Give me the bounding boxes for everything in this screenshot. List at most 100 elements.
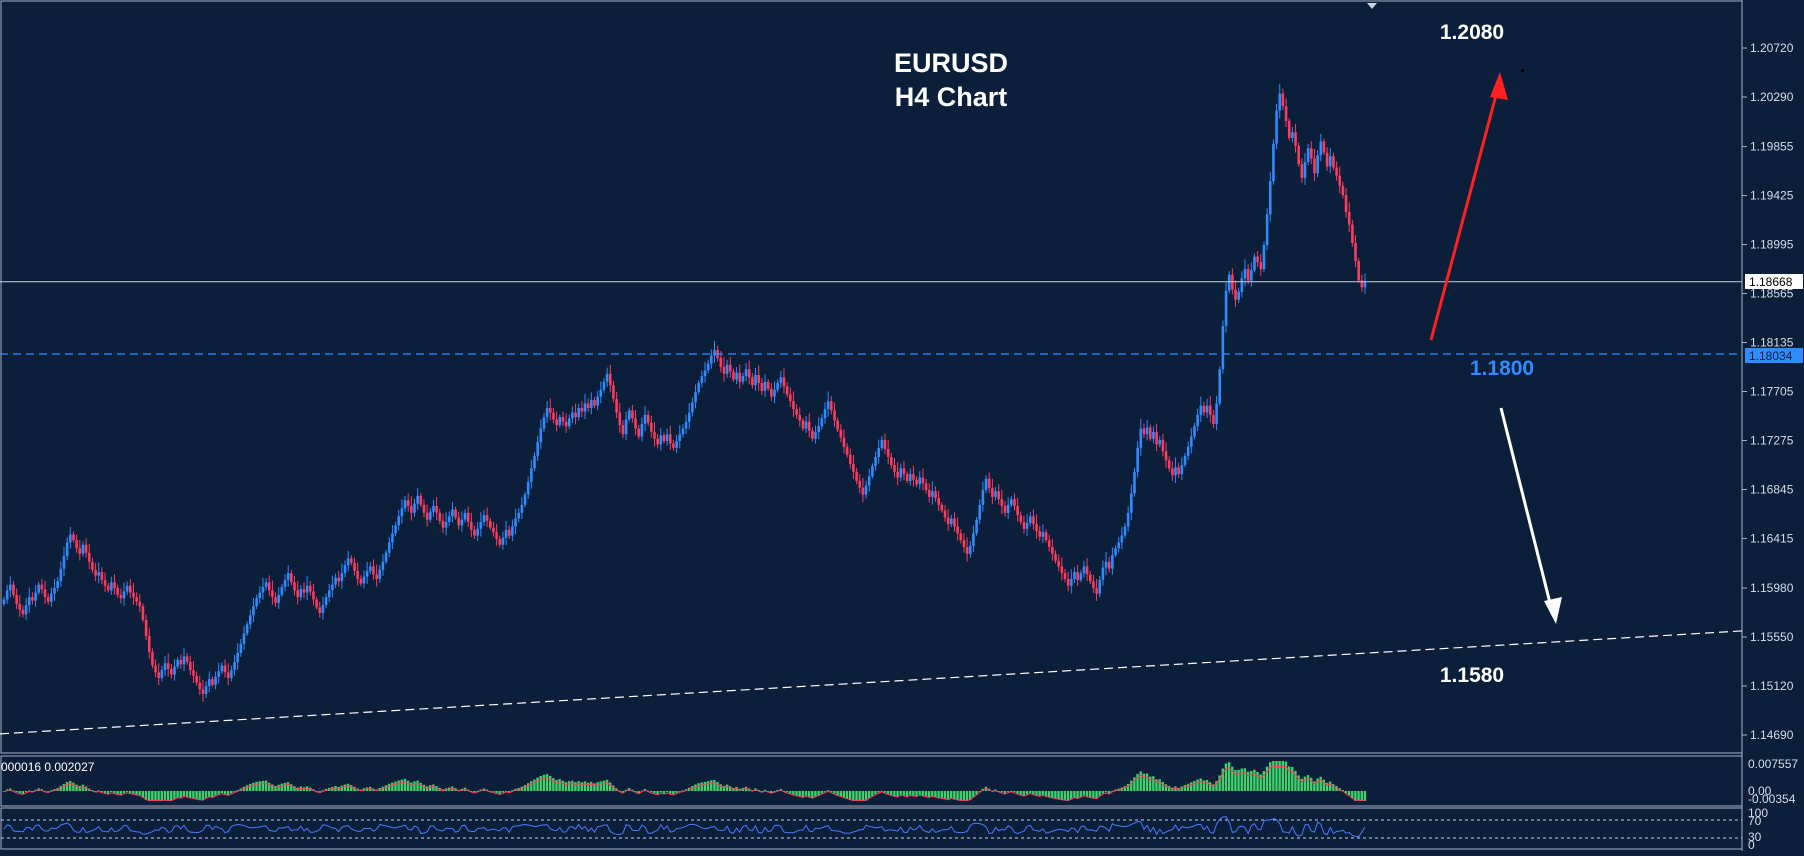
macd-bar: [384, 785, 388, 791]
macd-bar: [1246, 771, 1250, 791]
macd-bar: [267, 782, 271, 791]
macd-bar: [406, 780, 410, 791]
macd-bar: [24, 791, 28, 792]
candle-body: [283, 580, 287, 587]
candle-body: [239, 643, 243, 653]
macd-bar: [91, 790, 94, 791]
annotation-pivot-level: 1.1800: [1470, 357, 1534, 380]
candle-body: [372, 566, 375, 575]
candle-body: [823, 409, 827, 419]
macd-bar: [965, 791, 969, 801]
macd-bar: [1351, 791, 1354, 799]
candle-body: [1208, 405, 1212, 415]
candle-body: [918, 477, 922, 485]
macd-bar: [59, 785, 62, 791]
candle-body: [839, 429, 843, 438]
macd-bar: [1155, 779, 1158, 791]
candle-body: [1183, 455, 1187, 465]
macd-bar: [261, 780, 265, 791]
macd-bar: [801, 791, 805, 798]
candle-body: [994, 491, 997, 497]
macd-bar: [299, 786, 302, 791]
candle-body: [899, 468, 903, 478]
candle-body: [548, 408, 552, 413]
macd-bar: [1265, 766, 1269, 791]
candle-body: [507, 529, 511, 536]
candle-body: [1139, 428, 1143, 448]
macd-bar: [97, 790, 100, 792]
macd-bar: [523, 785, 527, 791]
candle-body: [706, 363, 710, 371]
macd-bar: [113, 791, 116, 794]
candle-body: [858, 480, 862, 488]
candle-body: [523, 494, 527, 505]
macd-tick-zero: 0.00: [1748, 784, 1772, 798]
candle-body: [747, 369, 751, 378]
macd-bar: [807, 791, 811, 798]
candle-body: [290, 573, 293, 583]
macd-bar: [154, 791, 157, 801]
candle-body: [1275, 110, 1278, 144]
candle-body: [1076, 572, 1079, 581]
macd-bar: [488, 790, 492, 792]
candle-body: [321, 605, 325, 614]
candle-body: [1246, 269, 1250, 281]
macd-bar: [233, 791, 236, 792]
candle-body: [466, 512, 470, 522]
candle-body: [72, 534, 75, 541]
candle-body: [621, 425, 625, 435]
candle-body: [1180, 464, 1184, 475]
candle-body: [874, 457, 877, 467]
macd-bar: [1354, 791, 1357, 801]
macd-tick-top: 0.007557: [1748, 757, 1798, 771]
macd-bar: [833, 791, 836, 794]
macd-bar: [236, 790, 239, 791]
macd-bar: [918, 791, 921, 795]
candle-body: [668, 434, 672, 444]
macd-bar: [845, 791, 849, 799]
candle-body: [116, 588, 119, 595]
macd-bar: [507, 791, 511, 792]
macd-bar: [668, 791, 672, 794]
candle-body: [801, 420, 805, 429]
candle-body: [428, 511, 432, 520]
candle-body: [836, 420, 839, 430]
candle-body: [684, 421, 688, 429]
macd-bar: [1268, 762, 1272, 791]
macd-bar: [890, 791, 893, 796]
macd-bar: [280, 783, 283, 791]
macd-bar: [147, 791, 151, 801]
candle-body: [1243, 269, 1247, 279]
macd-bar: [173, 791, 176, 800]
macd-bar: [394, 781, 397, 791]
candle-body: [119, 594, 123, 599]
candle-body: [236, 652, 239, 663]
macd-bar: [972, 791, 975, 798]
macd-bar: [757, 789, 760, 791]
macd-bar: [710, 780, 713, 791]
candle-body: [78, 548, 82, 554]
macd-bar: [602, 780, 606, 791]
candle-body: [482, 515, 486, 522]
macd-bar: [182, 791, 186, 797]
candle-body: [1294, 132, 1297, 146]
candle-body: [738, 372, 742, 382]
candle-body: [725, 364, 729, 374]
candle-body: [643, 414, 647, 424]
macd-bar: [763, 789, 767, 791]
macd-bar: [1316, 778, 1319, 791]
candle-body: [1360, 280, 1364, 288]
candle-body: [593, 400, 596, 406]
y-tick-label: 1.15550: [1750, 630, 1794, 644]
candle-body: [176, 659, 179, 667]
candle-body: [1057, 560, 1060, 567]
candle-body: [110, 582, 113, 591]
macd-bar: [62, 783, 66, 791]
macd-bar: [590, 781, 593, 791]
macd-bar: [842, 791, 846, 798]
macd-bar: [1079, 791, 1082, 798]
macd-bar: [826, 790, 830, 791]
candle-body: [782, 377, 786, 387]
